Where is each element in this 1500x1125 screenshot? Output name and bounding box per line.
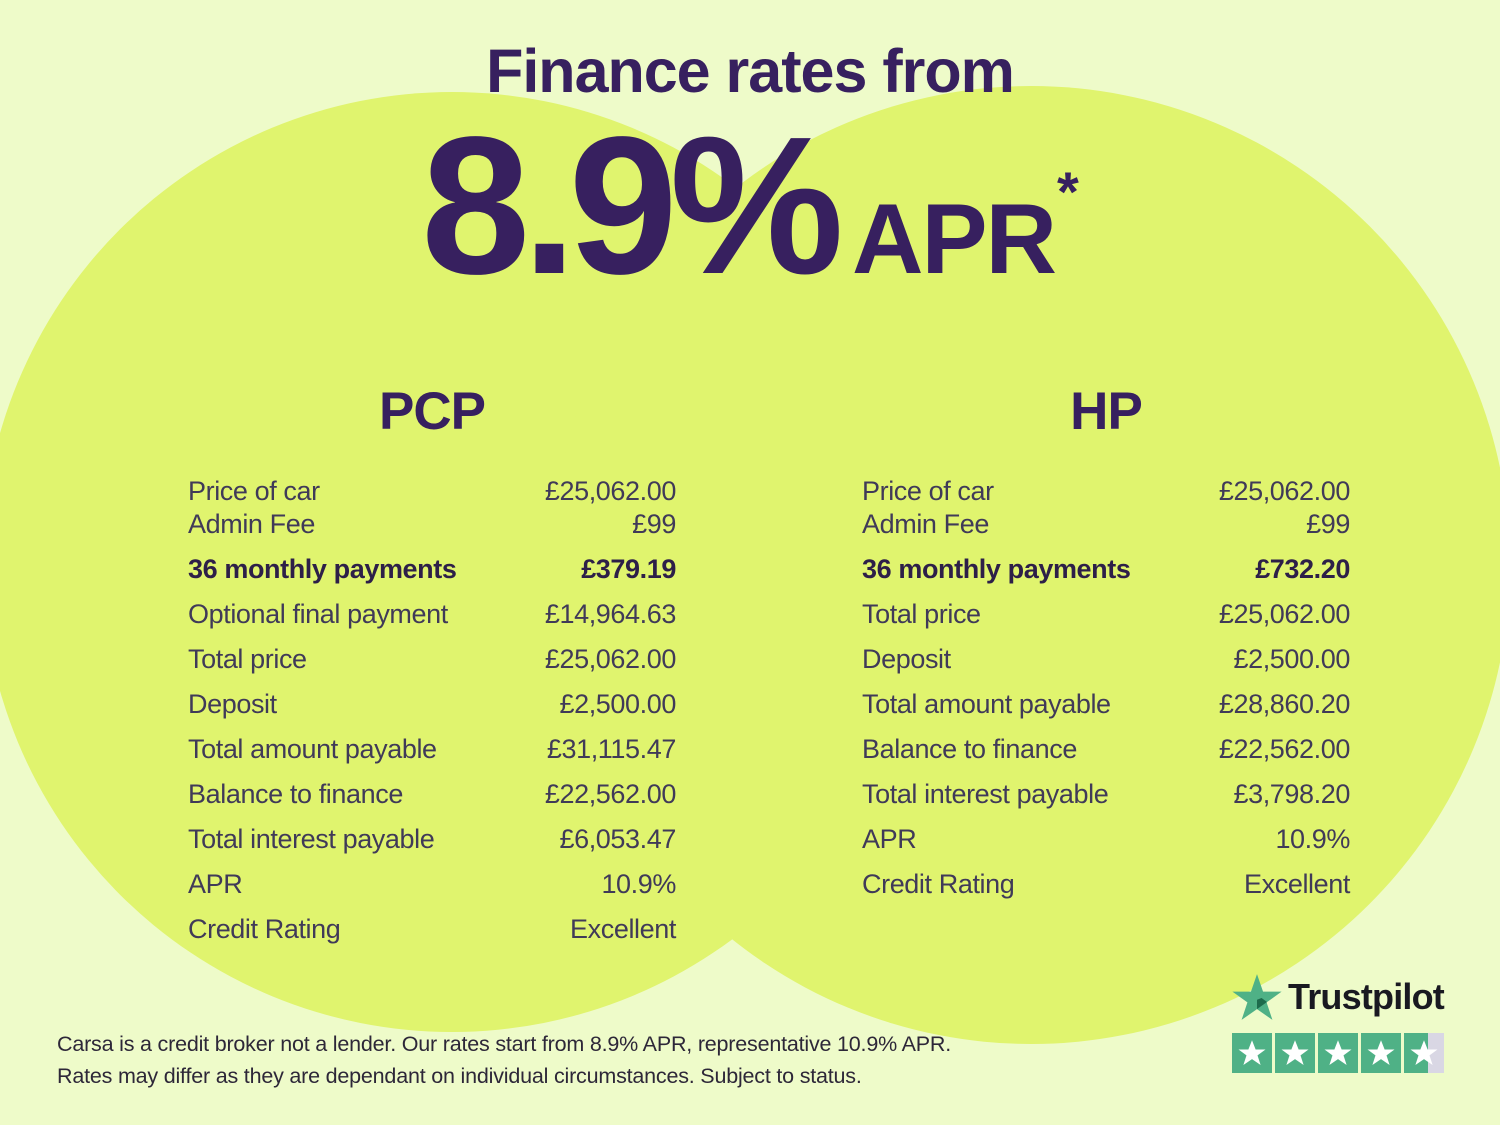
- row-label: Admin Fee: [188, 509, 315, 539]
- row-label: Credit Rating: [188, 914, 341, 944]
- table-row: Total price £25,062.00: [862, 600, 1350, 629]
- table-row: Optional final payment £14,964.63: [188, 600, 676, 629]
- rate-asterisk: *: [1056, 160, 1079, 223]
- rate-value: 8.9%: [421, 96, 844, 315]
- table-row: Total interest payable £6,053.47: [188, 825, 676, 854]
- rating-star-icon: [1361, 1033, 1401, 1073]
- table-row: Admin Fee £99: [862, 510, 1350, 539]
- row-label: Credit Rating: [862, 869, 1015, 899]
- table-row: Total interest payable £3,798.20: [862, 780, 1350, 809]
- rating-star-icon: [1232, 1033, 1272, 1073]
- pcp-heading: PCP: [379, 382, 486, 441]
- row-value: £28,860.20: [1218, 689, 1351, 719]
- trustpilot-logo-row: Trustpilot: [1232, 972, 1450, 1022]
- background-circle-right: [552, 86, 1500, 1044]
- row-label: Total amount payable: [862, 689, 1111, 719]
- row-value: £99: [632, 509, 676, 539]
- rate-suffix: APR: [851, 183, 1057, 294]
- table-row: Credit Rating Excellent: [188, 915, 676, 944]
- row-value: £31,115.47: [546, 734, 677, 764]
- row-label: APR: [188, 869, 243, 899]
- row-value: Excellent: [570, 914, 676, 944]
- row-label: Price of car: [862, 476, 994, 506]
- disclaimer-text: Carsa is a credit broker not a lender. O…: [57, 1028, 951, 1092]
- hp-table: Price of car £25,062.00 Admin Fee £99 36…: [862, 477, 1350, 899]
- row-value: £25,062.00: [1218, 599, 1351, 629]
- table-row: 36 monthly payments £379.19: [188, 555, 676, 584]
- row-label: Total interest payable: [188, 824, 435, 854]
- trustpilot-badge: Trustpilot: [1232, 972, 1450, 1073]
- table-row: Total amount payable £31,115.47: [188, 735, 676, 764]
- row-value: 10.9%: [1275, 824, 1350, 854]
- rating-star-icon: [1318, 1033, 1358, 1073]
- disclaimer-line-2: Rates may differ as they are dependant o…: [57, 1064, 862, 1088]
- table-row: Balance to finance £22,562.00: [188, 780, 676, 809]
- hp-panel: HP Price of car £25,062.00 Admin Fee £99…: [862, 383, 1350, 915]
- row-value: £2,500.00: [1233, 644, 1350, 674]
- row-label: Total price: [862, 599, 981, 629]
- row-value: 10.9%: [601, 869, 676, 899]
- trustpilot-wordmark: Trustpilot: [1288, 976, 1445, 1017]
- row-label: Total price: [188, 644, 307, 674]
- row-value: £22,562.00: [544, 779, 677, 809]
- row-label: 36 monthly payments: [188, 554, 457, 584]
- row-label: Optional final payment: [188, 599, 448, 629]
- rating-star-icon: [1275, 1033, 1315, 1073]
- table-row: Balance to finance £22,562.00: [862, 735, 1350, 764]
- row-value: £99: [1306, 509, 1350, 539]
- table-row: APR 10.9%: [188, 870, 676, 899]
- table-row: Total amount payable £28,860.20: [862, 690, 1350, 719]
- row-label: Balance to finance: [862, 734, 1077, 764]
- table-row: Price of car £25,062.00: [188, 477, 676, 506]
- disclaimer-line-1: Carsa is a credit broker not a lender. O…: [57, 1032, 951, 1056]
- row-label: Total interest payable: [862, 779, 1109, 809]
- row-value: £22,562.00: [1218, 734, 1351, 764]
- trustpilot-rating-stars: [1232, 1033, 1450, 1073]
- pcp-table: Price of car £25,062.00 Admin Fee £99 36…: [188, 477, 676, 944]
- headline-rate: 8.9% APR*: [0, 108, 1500, 304]
- row-value: £732.20: [1255, 554, 1350, 584]
- row-value: £2,500.00: [559, 689, 676, 719]
- row-label: Deposit: [188, 689, 277, 719]
- table-row: Credit Rating Excellent: [862, 870, 1350, 899]
- pcp-panel: PCP Price of car £25,062.00 Admin Fee £9…: [188, 383, 676, 960]
- row-value: £25,062.00: [1218, 476, 1351, 506]
- trustpilot-star-icon: [1232, 974, 1282, 1020]
- row-label: Admin Fee: [862, 509, 989, 539]
- row-label: 36 monthly payments: [862, 554, 1131, 584]
- row-value: £6,053.47: [559, 824, 676, 854]
- row-value: £25,062.00: [544, 644, 677, 674]
- row-label: Price of car: [188, 476, 320, 506]
- row-label: Deposit: [862, 644, 951, 674]
- table-row: Deposit £2,500.00: [188, 690, 676, 719]
- row-label: Balance to finance: [188, 779, 403, 809]
- row-label: Total amount payable: [188, 734, 437, 764]
- table-row: Deposit £2,500.00: [862, 645, 1350, 674]
- row-value: £25,062.00: [544, 476, 677, 506]
- table-row: Price of car £25,062.00: [862, 477, 1350, 506]
- hp-heading: HP: [1070, 382, 1143, 441]
- table-row: Total price £25,062.00: [188, 645, 676, 674]
- table-row: Admin Fee £99: [188, 510, 676, 539]
- row-value: £379.19: [581, 554, 676, 584]
- table-row: APR 10.9%: [862, 825, 1350, 854]
- rating-star-half-icon: [1404, 1033, 1444, 1073]
- table-row: 36 monthly payments £732.20: [862, 555, 1350, 584]
- row-label: APR: [862, 824, 917, 854]
- row-value: Excellent: [1244, 869, 1350, 899]
- page-title: Finance rates from: [486, 37, 1015, 105]
- row-value: £14,964.63: [544, 599, 677, 629]
- row-value: £3,798.20: [1233, 779, 1350, 809]
